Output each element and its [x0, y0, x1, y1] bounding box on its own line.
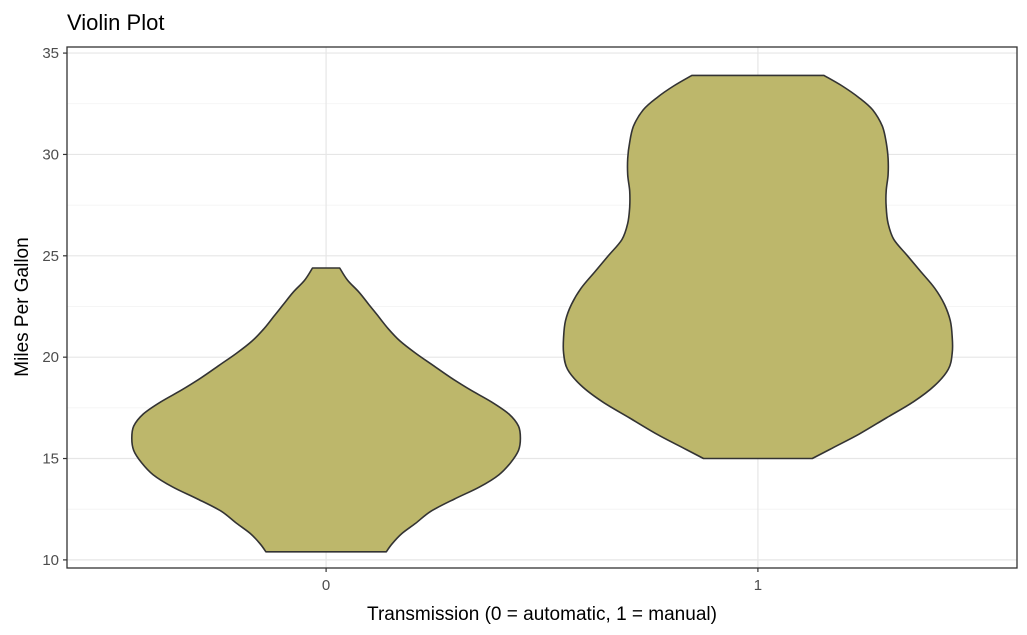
y-axis-title: Miles Per Gallon [12, 237, 33, 376]
violin-1 [562, 74, 954, 460]
y-tick-label: 15 [42, 451, 59, 468]
chart-title: Violin Plot [67, 10, 164, 35]
violins [131, 74, 954, 553]
y-tick-label: 30 [42, 146, 59, 163]
panel-border [66, 46, 1018, 569]
y-tick-label: 25 [42, 248, 59, 265]
axes: 10 15 20 25 30 35 0 1 [42, 45, 762, 594]
y-tick-label: 20 [42, 349, 59, 366]
x-tick-label: 1 [754, 577, 762, 594]
x-axis-title: Transmission (0 = automatic, 1 = manual) [367, 604, 717, 625]
y-tick-label: 35 [42, 45, 59, 62]
violin-0 [131, 267, 522, 553]
y-tick-label: 10 [42, 552, 59, 569]
x-tick-label: 0 [322, 577, 330, 594]
